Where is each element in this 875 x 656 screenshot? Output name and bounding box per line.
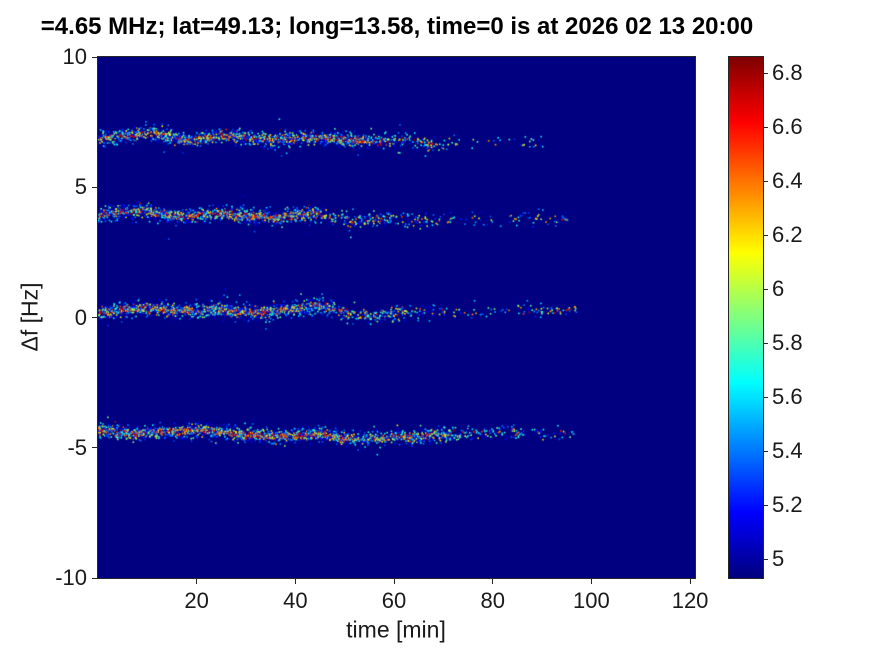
spectrogram-canvas [98,57,695,578]
colorbar-tick-mark [764,126,768,128]
y-tick-mark [92,317,97,318]
colorbar-tick-mark [764,180,768,182]
colorbar-tick-mark [764,450,768,452]
y-tick-label: -5 [67,434,87,460]
colorbar-tick-mark [764,396,768,398]
plot-title: =4.65 MHz; lat=49.13; long=13.58, time=0… [40,13,754,40]
colorbar-tick-mark [764,504,768,506]
colorbar-tick-mark [764,558,768,560]
colorbar-tick-label: 6 [772,276,785,302]
y-tick-label: -10 [55,565,87,590]
colorbar-tick-label: 6.2 [772,222,803,248]
y-tick-mark [92,186,97,188]
y-tick-mark [92,56,97,58]
colorbar-tick-label: 6.8 [772,60,803,86]
y-tick-mark [92,577,97,579]
x-tick-label: 100 [573,588,610,613]
colorbar-tick-mark [764,288,768,290]
y-axis-label: Δf [Hz] [16,282,43,352]
x-tick-mark [393,579,395,584]
x-tick-label: 40 [283,588,308,613]
colorbar-tick-label: 5 [772,546,785,572]
colorbar-tick-mark [764,342,768,344]
x-tick-label: 120 [671,588,709,613]
x-tick-label: 80 [480,588,505,613]
colorbar-tick-label: 5.4 [772,438,803,464]
colorbar-tick-label: 5.8 [772,330,803,356]
y-tick-label: 0 [74,304,87,330]
colorbar-tick-label: 6.4 [772,168,803,194]
x-tick-mark [492,579,494,584]
y-tick-label: 5 [74,174,87,200]
y-tick-mark [92,447,97,449]
colorbar-tick-label: 5.2 [772,492,803,518]
x-tick-label: 60 [381,588,407,613]
plot-area-border [97,56,696,579]
colorbar-tick-label: 6.6 [772,114,803,140]
x-axis-label: time [min] [346,616,446,643]
x-tick-mark [689,579,691,584]
x-tick-mark [196,579,198,584]
y-tick-label: 10 [62,44,87,69]
colorbar-border [728,56,764,579]
x-tick-label: 20 [184,588,209,613]
colorbar-canvas [729,57,763,578]
x-tick-mark [590,579,592,584]
colorbar-tick-label: 5.6 [772,384,803,410]
x-tick-mark [294,579,296,584]
colorbar-tick-mark [764,234,768,236]
colorbar-tick-mark [764,72,768,74]
